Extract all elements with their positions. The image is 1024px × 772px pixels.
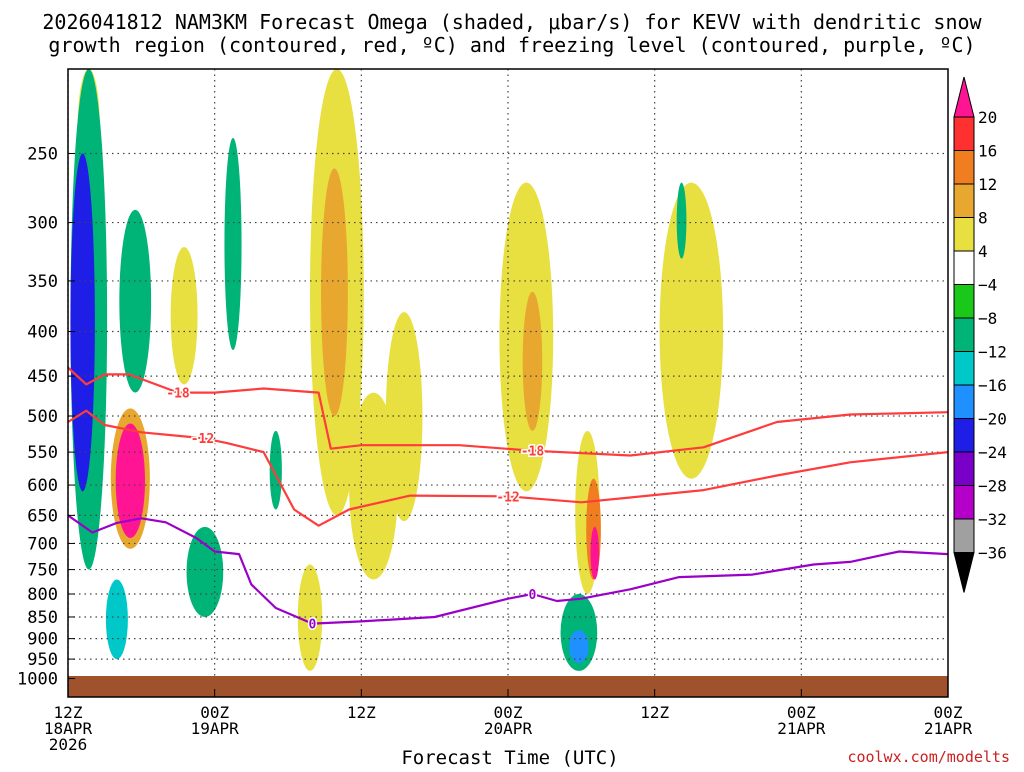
- x-tick-label: 00Z: [934, 703, 963, 722]
- colorbar-label: −16: [978, 376, 1007, 395]
- y-tick-label: 400: [27, 323, 58, 343]
- contour-line: [68, 514, 948, 625]
- colorbar-swatch: [953, 518, 975, 553]
- credit-text[interactable]: coolwx.com/modelts: [847, 748, 1010, 766]
- colorbar-swatch: [953, 116, 975, 151]
- colorbar-label: −4: [978, 276, 997, 295]
- y-tick-label: 250: [27, 145, 58, 165]
- omega-cell: [349, 392, 398, 580]
- contour-label: -12: [496, 490, 519, 505]
- omega-cell: [170, 246, 198, 385]
- contour-line: [68, 409, 948, 527]
- y-tick-label: 450: [27, 367, 58, 387]
- x-tick-label: 00Z: [494, 703, 523, 722]
- colorbar-label: −32: [978, 510, 1007, 529]
- omega-cell: [676, 182, 687, 259]
- x-tick-label: 12Z: [347, 703, 376, 722]
- omega-cell: [186, 526, 224, 617]
- contours: -18 -18 -12 -12 0 0: [68, 366, 948, 634]
- colorbar: 20 16 12 8 4 −4 −8 −12 −16 −20 −24 −28 −32 −36: [953, 76, 1007, 593]
- contour-label: 0: [309, 618, 317, 633]
- x-tick-label: 12Z: [54, 703, 83, 722]
- omega-cell: [522, 291, 543, 431]
- ground-surface: [68, 676, 948, 697]
- contour-label: -18: [166, 387, 190, 402]
- colorbar-label: −36: [978, 544, 1007, 563]
- y-axis: 2503003504004505005506006507007508008509…: [17, 145, 75, 690]
- omega-shading: [70, 69, 724, 671]
- colorbar-swatch: [953, 217, 975, 252]
- colorbar-swatch: [953, 418, 975, 453]
- omega-cell: [105, 579, 128, 660]
- contour-label: -18: [521, 445, 545, 460]
- x-tick-label: 2026: [49, 735, 88, 754]
- colorbar-label: 8: [978, 209, 988, 228]
- y-tick-label: 350: [27, 272, 58, 292]
- colorbar-swatch: [953, 451, 975, 486]
- x-axis-label: Forecast Time (UTC): [401, 747, 618, 768]
- colorbar-arrow-bottom: [953, 552, 975, 593]
- colorbar-label: −12: [978, 343, 1007, 362]
- y-tick-label: 900: [27, 630, 58, 650]
- omega-cell: [321, 168, 348, 417]
- y-tick-label: 850: [27, 608, 58, 628]
- x-tick-label: 00Z: [200, 703, 229, 722]
- omega-cell: [224, 138, 242, 350]
- x-tick-label: 18APR: [44, 719, 93, 738]
- omega-cell: [659, 182, 724, 479]
- omega-cell: [569, 630, 589, 664]
- x-tick-label: 21APR: [777, 719, 826, 738]
- omega-cell: [297, 564, 323, 671]
- y-tick-label: 500: [27, 407, 58, 427]
- contour-label: -12: [191, 432, 214, 447]
- omega-cell: [70, 153, 95, 492]
- y-tick-label: 700: [27, 534, 58, 554]
- colorbar-label: 12: [978, 175, 997, 194]
- y-tick-label: 650: [27, 506, 58, 526]
- y-tick-label: 750: [27, 561, 58, 581]
- colorbar-label: −24: [978, 443, 1007, 462]
- chart-title-line1: 2026041812 NAM3KM Forecast Omega (shaded…: [42, 10, 982, 34]
- omega-cell: [590, 526, 600, 580]
- colorbar-label: −8: [978, 309, 997, 328]
- y-tick-label: 550: [27, 443, 58, 463]
- colorbar-swatch: [953, 284, 975, 319]
- x-tick-label: 20APR: [484, 719, 533, 738]
- y-tick-label: 300: [27, 214, 58, 234]
- omega-cell: [385, 312, 423, 522]
- x-tick-label: 12Z: [640, 703, 669, 722]
- colorbar-arrow-top: [953, 76, 975, 118]
- colorbar-label: −28: [978, 477, 1007, 496]
- contour-label: 0: [529, 588, 537, 603]
- colorbar-swatch: [953, 351, 975, 386]
- omega-cell: [269, 430, 282, 510]
- colorbar-label: 20: [978, 108, 997, 127]
- y-tick-label: 800: [27, 585, 58, 605]
- omega-cell: [119, 209, 152, 393]
- colorbar-swatch: [953, 150, 975, 185]
- y-tick-label: 600: [27, 476, 58, 496]
- y-tick-label: 1000: [17, 670, 58, 690]
- colorbar-swatch: [953, 317, 975, 352]
- colorbar-label: −20: [978, 410, 1007, 429]
- colorbar-label: 16: [978, 142, 997, 161]
- colorbar-swatch: [953, 250, 975, 285]
- contour-line: [68, 366, 948, 457]
- colorbar-swatch: [953, 485, 975, 520]
- colorbar-swatch: [953, 183, 975, 218]
- y-tick-label: 950: [27, 650, 58, 670]
- x-tick-label: 00Z: [787, 703, 816, 722]
- colorbar-swatch: [953, 384, 975, 419]
- x-tick-label: 21APR: [924, 719, 973, 738]
- colorbar-label: 4: [978, 242, 988, 261]
- x-tick-label: 19APR: [191, 719, 240, 738]
- chart-title-line2: growth region (contoured, red, ºC) and f…: [48, 33, 975, 57]
